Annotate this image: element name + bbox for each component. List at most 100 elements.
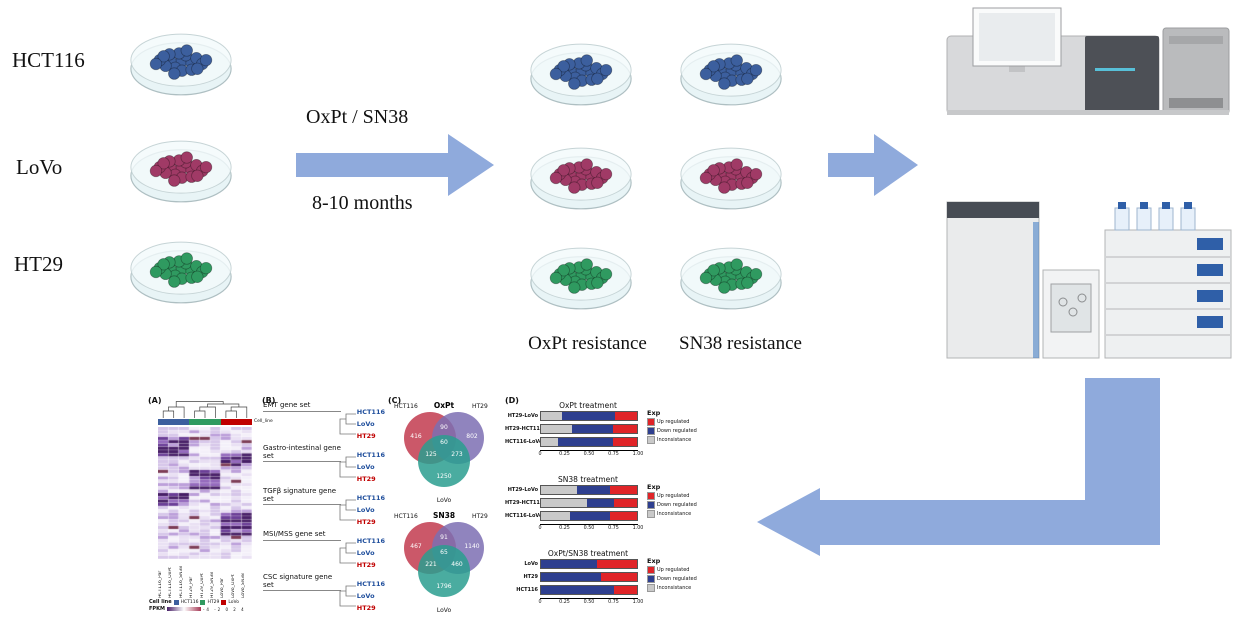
bar-row: HT29-HCT116 (505, 498, 638, 508)
legend-swatch (647, 436, 655, 444)
lc-ms-image (946, 201, 1232, 359)
bar-segment (541, 573, 602, 581)
bar-row: HT29-LoVo (505, 485, 638, 495)
annotation-segment (158, 419, 190, 425)
stacked-bar (540, 559, 638, 569)
legend-label: Inconsistance (657, 585, 692, 591)
axis-tick-label: 0.75 (608, 452, 619, 457)
legend-label: Down regulated (657, 428, 697, 434)
bar-category-label: HT29-HCT116 (505, 500, 544, 506)
workflow-return-arrow (757, 378, 1160, 556)
sn38-resistance-label: SN38 resistance (679, 333, 802, 354)
leaf-label-hct116: HCT116 (356, 494, 385, 502)
venn-sn38: HCT116 SN38 HT29 467 91 1140 65 221 460 1796 LoVo (390, 508, 498, 616)
petri-dish-ht29-oxpt (528, 240, 634, 314)
petri-dish-hct116-parental (128, 26, 234, 100)
stacked-bar (540, 411, 638, 421)
svg-text:91: 91 (440, 534, 448, 541)
chart-sn38-treatment: SN38 treatment HT29-LoVo HT29-HCT116 HCT116… (505, 475, 700, 545)
stacked-bar (540, 572, 638, 582)
heatmap-col-label: HT29_Par (189, 576, 195, 598)
svg-text:460: 460 (451, 561, 463, 568)
heatmap-col-label: HCT116_Par (158, 570, 163, 598)
heatmap-column-labels: HCT116_Par HCT116_OxPt HCT116_SN38 HT29_… (158, 560, 252, 598)
petri-dish-ht29-sn38 (678, 240, 784, 314)
bar-row: HCT116 (505, 585, 638, 595)
chart-legend: Exp Up regulated Down regulated Inconsistan… (647, 557, 697, 593)
gene-set-title: MSI/MSS gene set (263, 530, 341, 541)
legend-label: Down regulated (657, 502, 697, 508)
x-axis: 0 0.25 0.50 0.75 1.00 (538, 450, 643, 460)
svg-text:1250: 1250 (436, 473, 451, 480)
chart-title: SN38 treatment (558, 475, 618, 484)
bar-segment (571, 425, 613, 433)
axis-tick-label: 1.00 (632, 526, 644, 531)
bar-segment (541, 560, 597, 568)
stacked-bar (540, 485, 638, 495)
legend-swatch (647, 418, 655, 426)
legend-swatch (647, 427, 655, 435)
leaf-label-lovo: LoVo (356, 591, 375, 600)
gene-set-title: Gastro-intestinal gene set (263, 444, 341, 463)
axis-tick-label: 0.50 (583, 600, 595, 605)
oxpt-resistance-label: OxPt resistance (528, 333, 647, 354)
svg-text:273: 273 (451, 451, 463, 458)
bar-segment (587, 499, 614, 507)
svg-text:LoVo: LoVo (437, 607, 452, 614)
gene-set-block-tgfb: TGFβ signature gene set HCT116 LoVo HT29 (263, 487, 385, 528)
leaf-label-ht29: HT29 (356, 474, 376, 483)
cell-line-label-hct116: HCT116 (12, 48, 85, 72)
bar-row: HT29 (505, 572, 638, 582)
bar-category-label: HCT116-LoVo (505, 439, 543, 445)
bar-segment (541, 425, 572, 433)
legend-label: HCT116 (180, 599, 199, 605)
bar-row: LoVo (505, 559, 638, 569)
gene-set-dendrogram: HCT116 LoVo HT29 (336, 409, 385, 439)
leaf-label-ht29: HT29 (356, 431, 376, 440)
bar-segment (613, 499, 637, 507)
legend-swatch (647, 501, 655, 509)
gene-set-title: CSC signature gene set (263, 573, 341, 592)
legend-swatch (647, 575, 655, 583)
cell-line-label-lovo: LoVo (16, 155, 63, 179)
bar-row: HCT116-LoVo (505, 437, 638, 447)
dna-sequencer-image (946, 7, 1230, 115)
axis-tick-label: 0.25 (559, 452, 570, 457)
gene-set-block-emt: EMT gene set HCT116 LoVo HT29 (263, 401, 385, 442)
chart-oxpt-sn38-treatment: OxPt/SN38 treatment LoVo HT29 HCT116 0 0.25 0.… (505, 549, 700, 618)
leaf-label-ht29: HT29 (356, 603, 376, 612)
leaf-label-lovo: LoVo (356, 419, 375, 428)
leaf-label-hct116: HCT116 (356, 408, 385, 416)
bar-segment (541, 438, 559, 446)
bar-segment (612, 438, 637, 446)
axis-tick-label: 0.50 (583, 452, 595, 457)
leaf-label-lovo: LoVo (356, 548, 375, 557)
legend-label: Up regulated (657, 493, 690, 499)
leaf-label-ht29: HT29 (356, 560, 376, 569)
legend-title: Exp (647, 557, 661, 565)
gene-set-dendrogram: HCT116 LoVo HT29 (336, 495, 385, 525)
stacked-bar (540, 511, 638, 521)
svg-text:416: 416 (410, 433, 422, 440)
heatmap-legend: Cell line HCT116 HT29 LoVo FPKM -4 -2 0 2 4 (149, 599, 246, 613)
x-axis: 0 0.25 0.50 0.75 1.00 (538, 598, 643, 608)
heatmap-col-label: LoVo_Par (220, 577, 226, 598)
cell-line-label-ht29: HT29 (14, 252, 63, 276)
svg-text:65: 65 (440, 549, 448, 556)
legend-label: Inconsistance (657, 511, 692, 517)
legend-title: Exp (647, 409, 661, 417)
gene-set-title: TGFβ signature gene set (263, 487, 341, 506)
legend-label: Up regulated (657, 567, 690, 573)
axis-tick-label: 1.00 (632, 452, 644, 457)
bar-segment (541, 512, 570, 520)
gene-set-dendrogram: HCT116 LoVo HT29 (336, 581, 385, 611)
legend-title: Exp (647, 483, 661, 491)
bar-segment (610, 486, 637, 494)
stacked-bar (540, 585, 638, 595)
bar-category-label: HT29-LoVo (507, 413, 538, 419)
legend-swatch (647, 566, 655, 574)
gene-set-block-msi: MSI/MSS gene set HCT116 LoVo HT29 (263, 530, 385, 571)
axis-tick-label: 0 (538, 452, 542, 457)
legend-swatch (173, 599, 179, 605)
bar-category-label: HT29-LoVo (507, 487, 538, 493)
